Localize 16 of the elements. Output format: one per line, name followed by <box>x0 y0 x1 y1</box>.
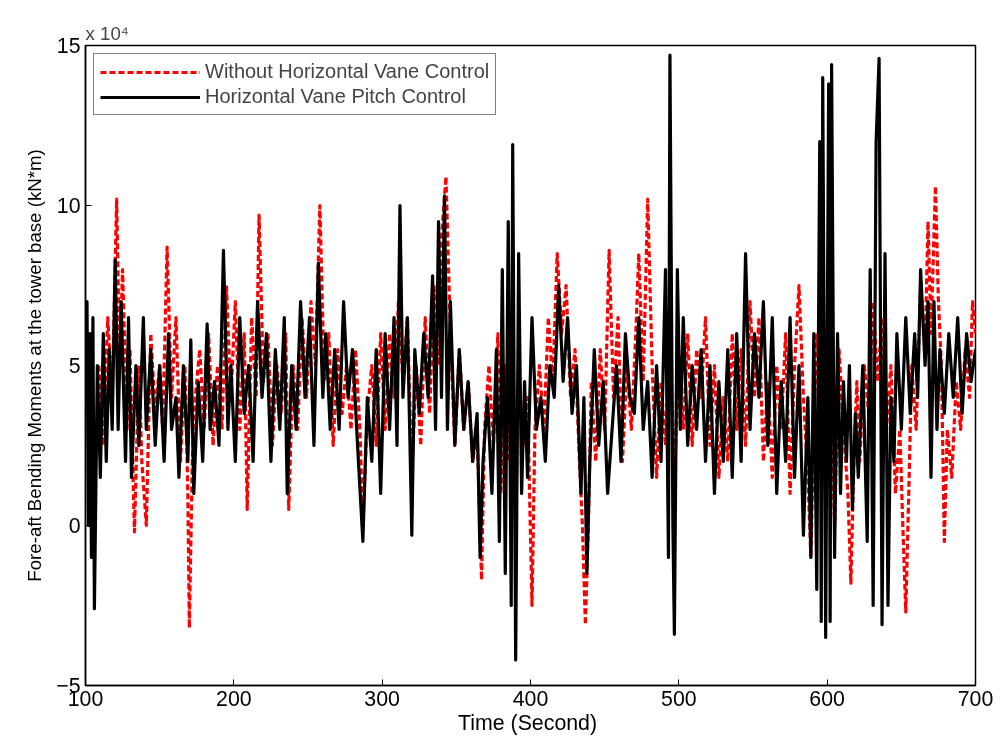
x-tick-label: 500 <box>661 686 697 711</box>
legend-label: Without Horizontal Vane Control <box>205 60 490 83</box>
x-tick-label: 700 <box>957 686 994 711</box>
y-tick-label: 10 <box>56 194 81 218</box>
x-tick-label: 600 <box>809 686 846 711</box>
y-tick-label: 15 <box>56 34 81 58</box>
x-tick-label: 200 <box>216 686 252 711</box>
y-axis-title: Fore-aft Bending Moments at the tower base (kN*m) <box>24 149 46 582</box>
y-tick-label: 5 <box>68 354 81 378</box>
legend-label: Horizontal Vane Pitch Control <box>205 85 466 108</box>
x-axis-title: Time (Second) <box>458 710 598 735</box>
y-tick-label: 0 <box>68 514 81 538</box>
x-tick-label: 300 <box>364 686 401 711</box>
x-tick-label: 400 <box>512 686 549 711</box>
line-series <box>97 175 976 630</box>
text: x 10⁴ <box>85 22 129 44</box>
